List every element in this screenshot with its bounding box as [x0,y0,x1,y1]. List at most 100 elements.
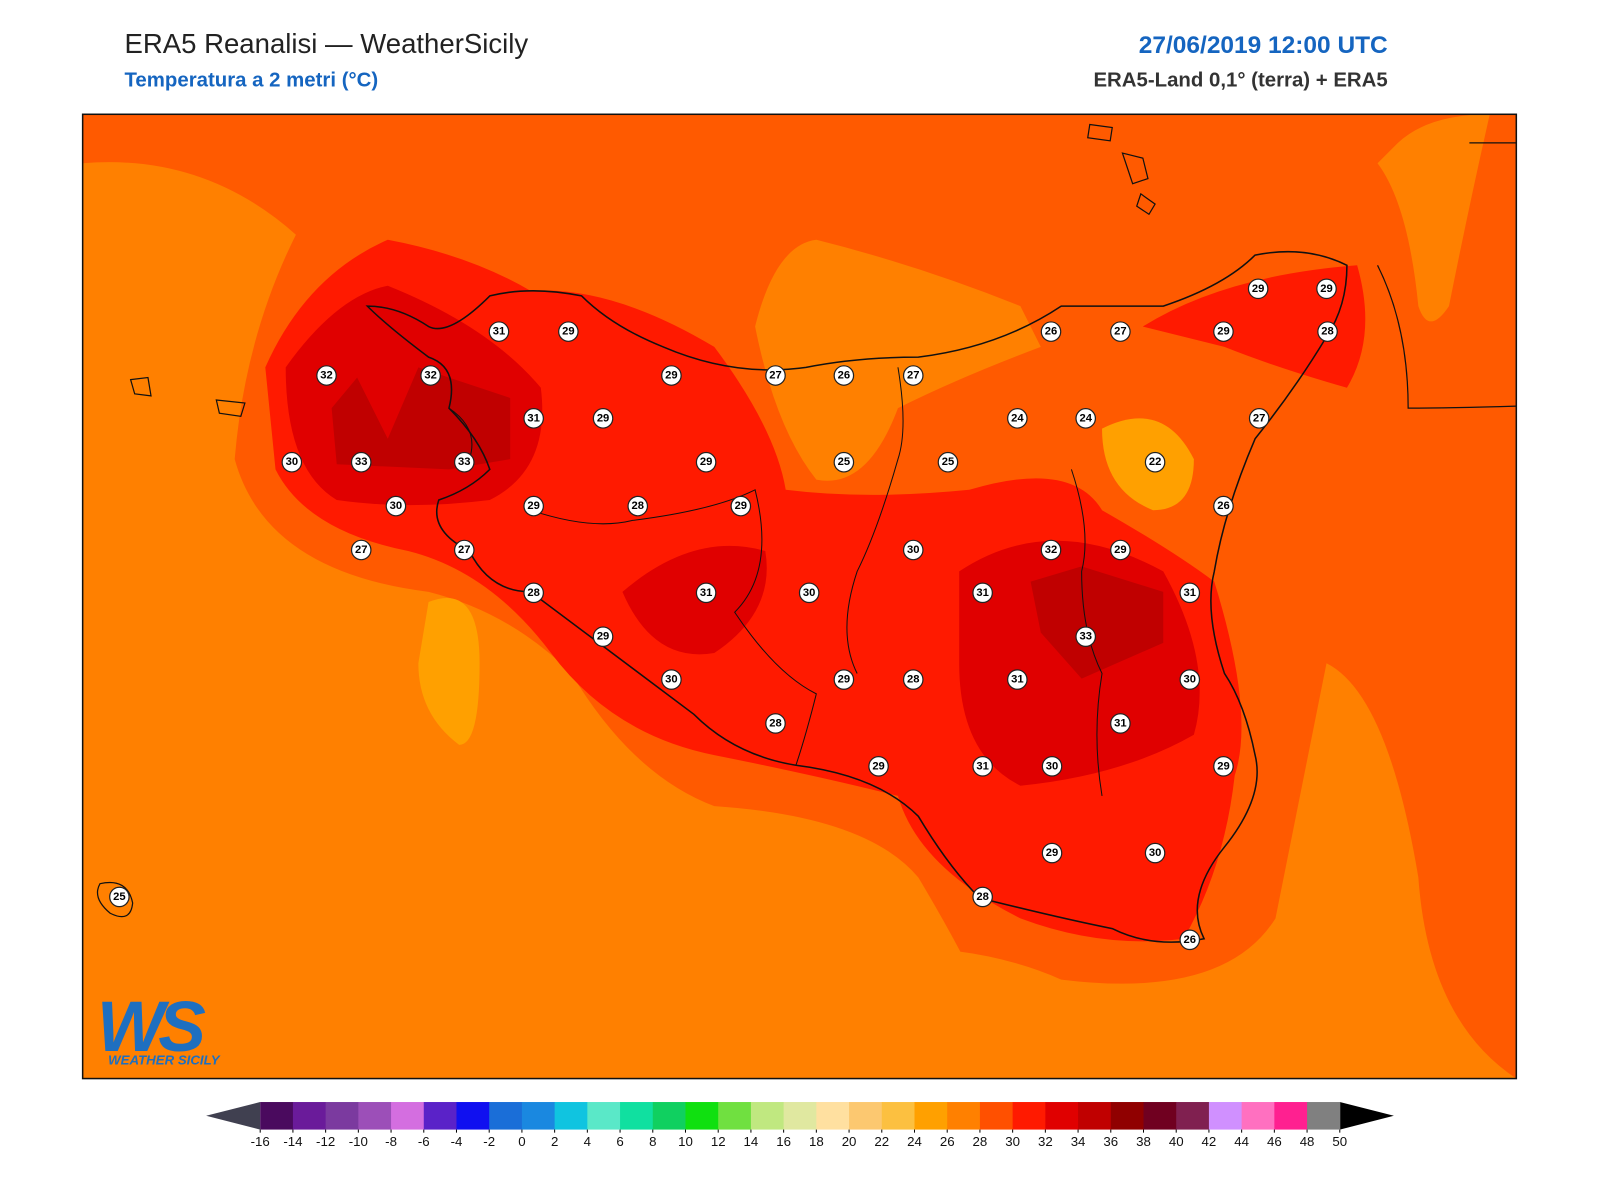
station-value: 29 [838,674,850,686]
station-value: 28 [527,587,539,599]
colorbar-tick-label: 26 [940,1134,955,1149]
station-marker [868,756,889,777]
station: 25 [109,886,130,908]
station-value: 25 [838,456,850,468]
station-marker [972,886,993,908]
station-marker [1144,842,1166,864]
station: 30 [798,582,820,604]
station-value: 31 [700,587,712,599]
colorbar-segment [881,1102,916,1130]
station-marker [1144,451,1166,473]
station: 27 [453,539,475,561]
station-marker [523,408,544,429]
station: 26 [1213,495,1234,517]
map-frame [81,113,1518,1080]
source: ERA5-Land 0,1° (terra) + ERA5 [1093,70,1387,92]
station-value: 28 [976,891,988,903]
station-value: 29 [527,500,539,512]
station-value: 33 [1079,631,1091,643]
station-value: 29 [1217,760,1229,772]
station-marker [1040,539,1062,561]
colorbar-segment [489,1102,523,1130]
colorbar-segment [1307,1102,1341,1130]
station-marker [350,451,372,473]
station-marker [798,582,820,604]
station: 28 [902,669,924,690]
station-value: 29 [1217,326,1229,338]
station-marker [695,451,717,473]
colorbar-tick-label: 30 [1005,1134,1020,1149]
colorbar-tick-label: -4 [451,1134,463,1149]
colorbar-segment [1274,1102,1308,1130]
station: 28 [765,713,786,734]
station-value: 31 [527,412,539,424]
stations: 29 29 31 29 26 27 29 28 32 32 29 27 26 27 31 29 24 24 27 30… [109,278,1338,951]
station-value: 28 [907,674,919,686]
station-marker [902,669,924,690]
subtitle: Temperatura a 2 metri (°C) [124,70,378,92]
colorbar-segment [1176,1102,1210,1130]
colorbar-tick-label: 50 [1332,1134,1347,1149]
station-value: 33 [355,456,367,468]
colorbar-segment [816,1102,850,1130]
station-value: 30 [665,674,677,686]
station: 33 [453,451,475,473]
station: 30 [902,539,924,561]
colorbar-segment [391,1102,425,1130]
colorbar-tick-label: 14 [744,1134,759,1149]
colorbar-tick-label: 16 [776,1134,791,1149]
station-value: 33 [458,456,470,468]
station-marker [1041,756,1063,777]
station-value: 26 [1045,326,1057,338]
station: 27 [1110,321,1131,342]
colorbar-tick-label: 34 [1071,1134,1086,1149]
station-value: 27 [355,544,367,556]
logo-text: WEATHER SICILY [108,1052,221,1067]
station: 31 [1110,713,1131,734]
station-value: 29 [665,370,677,382]
station-marker [1110,539,1131,561]
station-marker [385,495,407,517]
colorbar-tick-label: 8 [649,1134,656,1149]
station: 30 [1179,669,1201,690]
station: 31 [1007,669,1028,690]
colorbar-tick-label: 22 [874,1134,889,1149]
station: 25 [833,451,855,473]
station: 29 [1247,278,1269,300]
station: 31 [488,321,510,342]
colorbar-tick-label: 10 [678,1134,693,1149]
station: 29 [730,495,752,517]
colorbar-segment [783,1102,817,1130]
station-value: 31 [1184,587,1196,599]
colorbar-under [206,1102,261,1130]
station-value: 29 [1320,283,1332,295]
station-marker [661,365,682,386]
colorbar-segment [620,1102,654,1130]
title: ERA5 Reanalisi — WeatherSicily [124,28,528,59]
station-marker [833,451,855,473]
colorbar-segment [979,1102,1014,1130]
station-value: 30 [286,456,298,468]
station-value: 29 [872,760,884,772]
station-value: 32 [1045,544,1057,556]
colorbar-over [1339,1102,1394,1130]
station: 31 [972,582,993,604]
station-marker [730,495,752,517]
colorbar-segment [652,1102,687,1130]
station: 30 [661,669,682,690]
station-marker [937,451,959,473]
station: 26 [1179,929,1201,951]
station-value: 26 [838,370,850,382]
station-value: 30 [803,587,815,599]
station-value: 27 [458,544,470,556]
station-marker [1247,278,1269,300]
station: 28 [523,582,544,604]
station-marker [592,408,614,429]
colorbar-segment [292,1102,327,1130]
station-marker [1317,321,1338,342]
colorbar-tick-label: 36 [1103,1134,1118,1149]
station: 31 [1179,582,1201,604]
station: 29 [1110,539,1131,561]
station: 24 [1007,408,1028,429]
